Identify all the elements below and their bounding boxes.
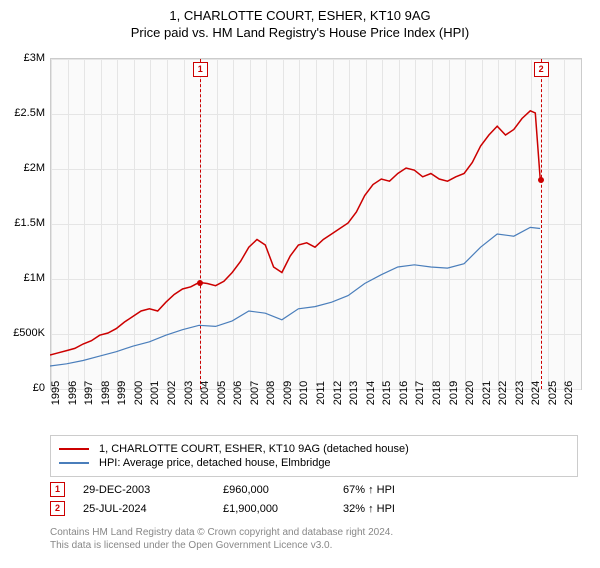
footer-attribution: Contains HM Land Registry data © Crown c… — [50, 526, 393, 552]
legend: 1, CHARLOTTE COURT, ESHER, KT10 9AG (det… — [50, 435, 578, 477]
x-axis-label: 2009 — [282, 381, 294, 405]
x-axis-label: 2024 — [530, 381, 542, 405]
legend-swatch — [59, 448, 89, 450]
legend-label: 1, CHARLOTTE COURT, ESHER, KT10 9AG (det… — [99, 443, 409, 455]
x-axis-label: 2011 — [315, 381, 327, 405]
legend-item: HPI: Average price, detached house, Elmb… — [59, 457, 569, 469]
sales-row: 1 29-DEC-2003£960,00067% ↑ HPI — [50, 482, 578, 497]
x-axis-label: 2014 — [365, 381, 377, 405]
y-axis-label: £2.5M — [14, 107, 45, 119]
chart-title-2: Price paid vs. HM Land Registry's House … — [0, 25, 600, 40]
legend-label: HPI: Average price, detached house, Elmb… — [99, 457, 331, 469]
x-axis-label: 2018 — [431, 381, 443, 405]
series-line-property — [50, 111, 540, 355]
x-axis-label: 2013 — [348, 381, 360, 405]
x-axis-label: 2000 — [133, 381, 145, 405]
chart-title-1: 1, CHARLOTTE COURT, ESHER, KT10 9AG — [0, 8, 600, 23]
x-axis-label: 2012 — [332, 381, 344, 405]
x-axis-label: 1998 — [100, 381, 112, 405]
x-axis-label: 2008 — [265, 381, 277, 405]
x-axis-label: 2023 — [514, 381, 526, 405]
x-axis-label: 1997 — [83, 381, 95, 405]
sales-price: £960,000 — [223, 484, 343, 496]
y-axis-label: £0 — [33, 382, 45, 394]
x-axis-label: 2017 — [414, 381, 426, 405]
x-axis-label: 2001 — [149, 381, 161, 405]
y-axis-label: £3M — [24, 52, 45, 64]
sales-pct: 32% ↑ HPI — [343, 503, 463, 515]
line-series-svg — [50, 58, 580, 388]
sales-date: 29-DEC-2003 — [83, 484, 223, 496]
x-axis-label: 2025 — [547, 381, 559, 405]
x-axis-label: 2020 — [464, 381, 476, 405]
x-axis-label: 2005 — [216, 381, 228, 405]
y-axis-label: £500K — [13, 327, 45, 339]
x-axis-label: 2007 — [249, 381, 261, 405]
x-axis-label: 2006 — [232, 381, 244, 405]
sales-pct: 67% ↑ HPI — [343, 484, 463, 496]
legend-swatch — [59, 462, 89, 464]
x-axis-label: 2016 — [398, 381, 410, 405]
y-axis-label: £1.5M — [14, 217, 45, 229]
x-axis-label: 2021 — [481, 381, 493, 405]
x-axis-label: 2019 — [448, 381, 460, 405]
sales-price: £1,900,000 — [223, 503, 343, 515]
x-axis-label: 2010 — [298, 381, 310, 405]
footer-line-1: Contains HM Land Registry data © Crown c… — [50, 526, 393, 539]
sales-table: 1 29-DEC-2003£960,00067% ↑ HPI 2 25-JUL-202… — [50, 478, 578, 520]
sales-marker-box: 2 — [50, 501, 65, 516]
x-axis-label: 2003 — [183, 381, 195, 405]
x-axis-label: 2015 — [381, 381, 393, 405]
x-axis-label: 2004 — [199, 381, 211, 405]
footer-line-2: This data is licensed under the Open Gov… — [50, 539, 393, 552]
sales-marker-box: 1 — [50, 482, 65, 497]
y-axis-label: £2M — [24, 162, 45, 174]
sales-date: 25-JUL-2024 — [83, 503, 223, 515]
x-axis-label: 2002 — [166, 381, 178, 405]
x-axis-label: 2022 — [497, 381, 509, 405]
x-axis-label: 1996 — [67, 381, 79, 405]
x-axis-label: 1999 — [116, 381, 128, 405]
x-axis-label: 2026 — [563, 381, 575, 405]
sales-row: 2 25-JUL-2024£1,900,00032% ↑ HPI — [50, 501, 578, 516]
legend-item: 1, CHARLOTTE COURT, ESHER, KT10 9AG (det… — [59, 443, 569, 455]
chart-area: 12 £0£500K£1M£1.5M£2M£2.5M£3M19951996199… — [50, 58, 580, 388]
x-axis-label: 1995 — [50, 381, 62, 405]
y-axis-label: £1M — [24, 272, 45, 284]
